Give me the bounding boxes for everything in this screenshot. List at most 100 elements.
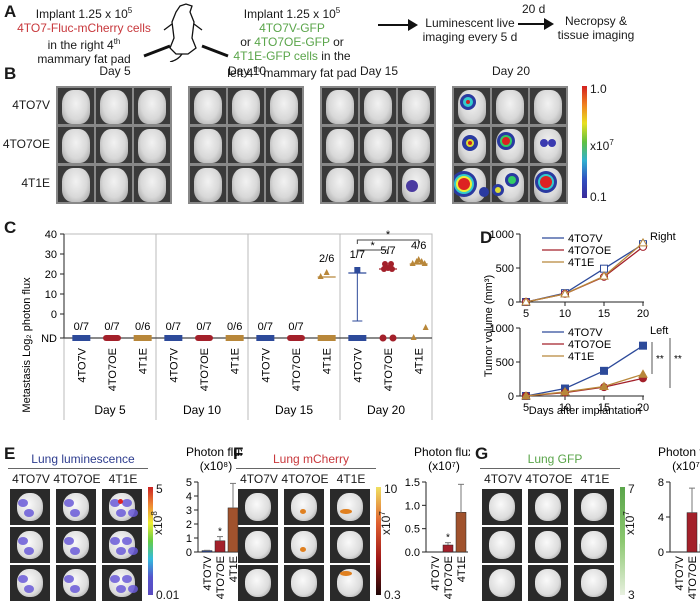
y-tick-label: 0.0 (405, 547, 420, 559)
y-tick-label: 30 (45, 249, 57, 261)
bar (442, 544, 454, 553)
step2-line4-sup: th (253, 65, 260, 74)
day-label: Day 20 (491, 64, 531, 78)
nd-marker (133, 335, 152, 341)
data-point (560, 288, 570, 298)
nd-marker (103, 335, 121, 341)
day-label: Day 20 (367, 403, 405, 417)
colorbar (620, 487, 625, 595)
mouse-image (190, 166, 226, 202)
category-label: 4TO7OE (199, 348, 211, 391)
category-label: 4TO7OE (215, 556, 227, 599)
day-label: Day 15 (359, 64, 399, 78)
column-label: 4TO7V (240, 472, 278, 486)
mouse-image (228, 127, 264, 163)
signal-blob (116, 547, 126, 555)
x-tick-label: 20 (637, 402, 649, 414)
colorbar (376, 487, 381, 595)
bar (686, 512, 698, 553)
signal-blob (122, 537, 132, 545)
colorbar-unit: x107 (622, 511, 637, 535)
series-line (525, 345, 644, 397)
step2-in-the: in the (317, 49, 351, 63)
bar (214, 540, 226, 553)
mouse-image (266, 88, 302, 124)
lung-image (330, 489, 370, 525)
category-label: 4T1E (456, 556, 468, 582)
y-tick-label: 3 (186, 505, 192, 517)
category-label: 4TO7OE (107, 348, 119, 391)
mouse-image (134, 127, 170, 163)
panel-label-g: G (475, 444, 489, 463)
signal-blob (122, 575, 132, 583)
lung-image (10, 527, 50, 563)
mouse-image (530, 166, 566, 202)
column-label: 4TO7OE (281, 472, 329, 486)
mouse-image (454, 166, 490, 202)
step2-text: Implant 1.25 x 105 4TO7V-GFP or 4TO7OE-G… (222, 4, 362, 80)
signal-blob (24, 547, 34, 555)
mouse-image (134, 88, 170, 124)
step1-cells: 4TO7-Fluc-mCherry cells (17, 21, 151, 35)
step2-line1: Implant 1.25 x 10 (243, 7, 336, 21)
bar-chart-title-line2: (x10⁷) (672, 459, 700, 473)
panel-label-c: C (4, 218, 17, 237)
colorbar-max: 7 (628, 482, 635, 496)
category-label: 4T1E (322, 348, 334, 374)
y-tick-label: 0 (508, 297, 514, 309)
data-point (381, 266, 387, 272)
bar (455, 512, 467, 553)
arrow2-label: 20 d (522, 2, 546, 16)
data-point (389, 266, 395, 272)
sig-label: * (218, 527, 222, 538)
nd-marker (256, 335, 275, 341)
step4-line2: tissue imaging (557, 28, 635, 42)
category-label: 4TO7V (674, 555, 686, 590)
legend-label: 4TO7V (568, 327, 603, 339)
signal-blob (128, 509, 138, 517)
y-axis-label: Metastasis Log₂ photon flux (21, 277, 33, 413)
y-tick-label: 0 (186, 547, 192, 559)
data-point (389, 334, 397, 342)
mouse-image (454, 127, 490, 163)
data-point (379, 334, 387, 342)
data-point (418, 258, 425, 264)
nd-marker (225, 335, 244, 341)
step3-text: Luminescent live imaging every 5 d (420, 16, 520, 44)
column-label: 4TO7V (484, 472, 522, 486)
signal-blob (466, 100, 470, 104)
signal-blob (495, 187, 501, 193)
panel-title: Lung GFP (527, 452, 583, 466)
data-point (521, 296, 531, 306)
y-tick-label: 8 (658, 477, 664, 489)
x-tick-label: 15 (598, 308, 610, 320)
mouse-image (190, 127, 226, 163)
signal-blob (406, 180, 418, 192)
mouse-image (360, 166, 396, 202)
signal-blob (508, 176, 516, 184)
data-point (409, 260, 416, 266)
bar-chart-title-line1: Photon flux (414, 445, 470, 459)
lung-image (482, 527, 522, 563)
mouse-image (360, 88, 396, 124)
day-label: Day 5 (94, 403, 126, 417)
category-label: 4TO7V (352, 347, 364, 382)
data-point (638, 369, 648, 378)
fraction-label: 0/7 (196, 321, 211, 333)
mouse-image-row (188, 86, 304, 126)
signal-blob (479, 187, 489, 197)
y-tick-label: 20 (45, 269, 57, 281)
mouse-image (492, 88, 528, 124)
step2-cells3: 4T1E-GFP cells (233, 49, 318, 63)
y-tick-label: 1000 (490, 229, 514, 241)
signal-blob (468, 141, 472, 145)
lung-image (574, 565, 614, 601)
x-tick-label: 10 (559, 402, 571, 414)
y-tick-label: 10 (45, 289, 57, 301)
lung-image (238, 565, 278, 601)
colorbar-min: 0.3 (384, 588, 401, 602)
category-label: 4TO7V (76, 347, 88, 382)
day-label: Day 10 (183, 403, 221, 417)
fraction-label: 0/7 (166, 321, 181, 333)
data-point (638, 237, 648, 247)
